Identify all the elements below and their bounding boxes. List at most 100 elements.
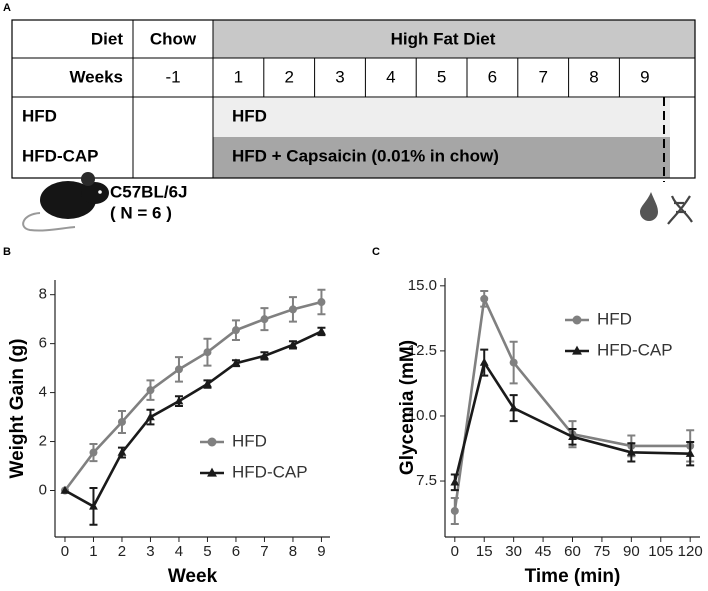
legend-marker	[572, 345, 582, 355]
panel-label: B	[3, 246, 11, 258]
marker	[260, 351, 269, 360]
week-label: 9	[640, 67, 649, 86]
marker	[317, 326, 326, 335]
week-label: 3	[335, 67, 344, 86]
x-tick-label: 0	[451, 543, 459, 560]
group-name: HFD-CAP	[22, 146, 99, 165]
y-tick-label: 15.0	[408, 277, 437, 294]
marker	[146, 412, 155, 421]
y-tick-label: 8	[39, 286, 47, 303]
x-axis-title: Week	[168, 566, 218, 587]
x-tick-label: 2	[118, 543, 126, 560]
treatment: HFD + Capsaicin (0.01% in chow)	[232, 146, 499, 165]
week-label: 5	[437, 67, 446, 86]
marker	[509, 358, 518, 367]
marker	[260, 315, 269, 324]
marker	[626, 447, 636, 456]
series-line	[63, 300, 322, 492]
panel-label: C	[372, 246, 380, 258]
x-tick-label: 45	[535, 543, 552, 560]
hfd-bar	[213, 98, 670, 137]
marker	[174, 365, 183, 374]
x-axis-title: Time (min)	[525, 566, 621, 587]
legend-label: HFD	[597, 309, 632, 328]
hfd-header: High Fat Diet	[391, 29, 496, 48]
row-header: Weeks	[69, 67, 123, 86]
legend-marker	[207, 437, 217, 447]
marker	[288, 340, 298, 349]
x-tick-label: 120	[678, 543, 703, 560]
x-tick-label: 7	[260, 543, 268, 560]
y-tick-label: 12.5	[408, 342, 437, 359]
marker	[450, 506, 459, 515]
marker	[117, 417, 126, 426]
x-tick-label: 5	[203, 543, 211, 560]
legend-marker	[572, 315, 582, 325]
chow-header: Chow	[150, 29, 197, 48]
x-tick-label: 6	[232, 543, 240, 560]
y-axis-title: Weight Gain (g)	[7, 338, 28, 478]
marker	[89, 501, 98, 510]
marker	[174, 396, 184, 405]
marker	[317, 298, 326, 307]
marker	[146, 386, 155, 395]
marker	[89, 448, 98, 457]
legend-marker	[207, 467, 217, 477]
x-tick-label: 90	[623, 543, 640, 560]
x-tick-label: 1	[89, 543, 97, 560]
treatment: HFD	[232, 106, 267, 125]
marker	[203, 348, 212, 357]
blood-icon	[640, 192, 658, 221]
legend-label: HFD-CAP	[232, 462, 308, 481]
x-tick-label: 0	[61, 543, 69, 560]
week-label: 7	[538, 67, 547, 86]
marker	[203, 379, 212, 388]
week-label: 8	[589, 67, 598, 86]
week-label: 6	[488, 67, 497, 86]
y-tick-label: 2	[39, 433, 47, 450]
marker	[685, 448, 695, 457]
marker	[509, 403, 519, 412]
series-line	[453, 294, 691, 512]
marker	[288, 305, 297, 314]
y-axis-title: Glycemia (mM)	[397, 340, 418, 475]
marker	[450, 477, 460, 486]
series-line	[453, 359, 691, 483]
y-tick-label: 0	[39, 481, 47, 498]
marker	[117, 447, 127, 456]
strain: C57BL/6J	[110, 182, 187, 201]
row-header: Diet	[91, 29, 123, 48]
panel-label: A	[3, 2, 11, 14]
x-tick-label: 60	[564, 543, 581, 560]
y-tick-label: 7.5	[416, 472, 437, 489]
marker	[231, 358, 241, 367]
marker	[60, 485, 70, 494]
week-label: 4	[386, 67, 395, 86]
dna-icon	[667, 195, 693, 225]
table-border	[11, 19, 696, 179]
hfd-header-bg	[213, 20, 695, 58]
x-tick-label: 75	[594, 543, 611, 560]
y-tick-label: 10.0	[408, 407, 437, 424]
marker	[568, 431, 577, 440]
marker	[479, 357, 489, 366]
x-tick-label: 8	[289, 543, 297, 560]
x-tick-label: 15	[476, 543, 493, 560]
sample-size: ( N = 6 )	[110, 203, 172, 222]
y-tick-label: 6	[39, 335, 47, 352]
week-label: -1	[165, 67, 180, 86]
hfd-cap-bar	[213, 137, 670, 178]
series-line	[64, 330, 323, 509]
x-tick-label: 4	[175, 543, 183, 560]
legend-label: HFD	[232, 431, 267, 450]
x-tick-label: 30	[505, 543, 522, 560]
marker	[231, 326, 240, 335]
group-name: HFD	[22, 106, 57, 125]
legend-label: HFD-CAP	[597, 340, 673, 359]
x-tick-label: 105	[648, 543, 673, 560]
x-tick-label: 3	[146, 543, 154, 560]
design-table: Diet Chow High Fat Diet Weeks HFD HFD-CA…	[11, 19, 696, 182]
y-tick-label: 4	[39, 384, 47, 401]
week-label: 2	[284, 67, 293, 86]
